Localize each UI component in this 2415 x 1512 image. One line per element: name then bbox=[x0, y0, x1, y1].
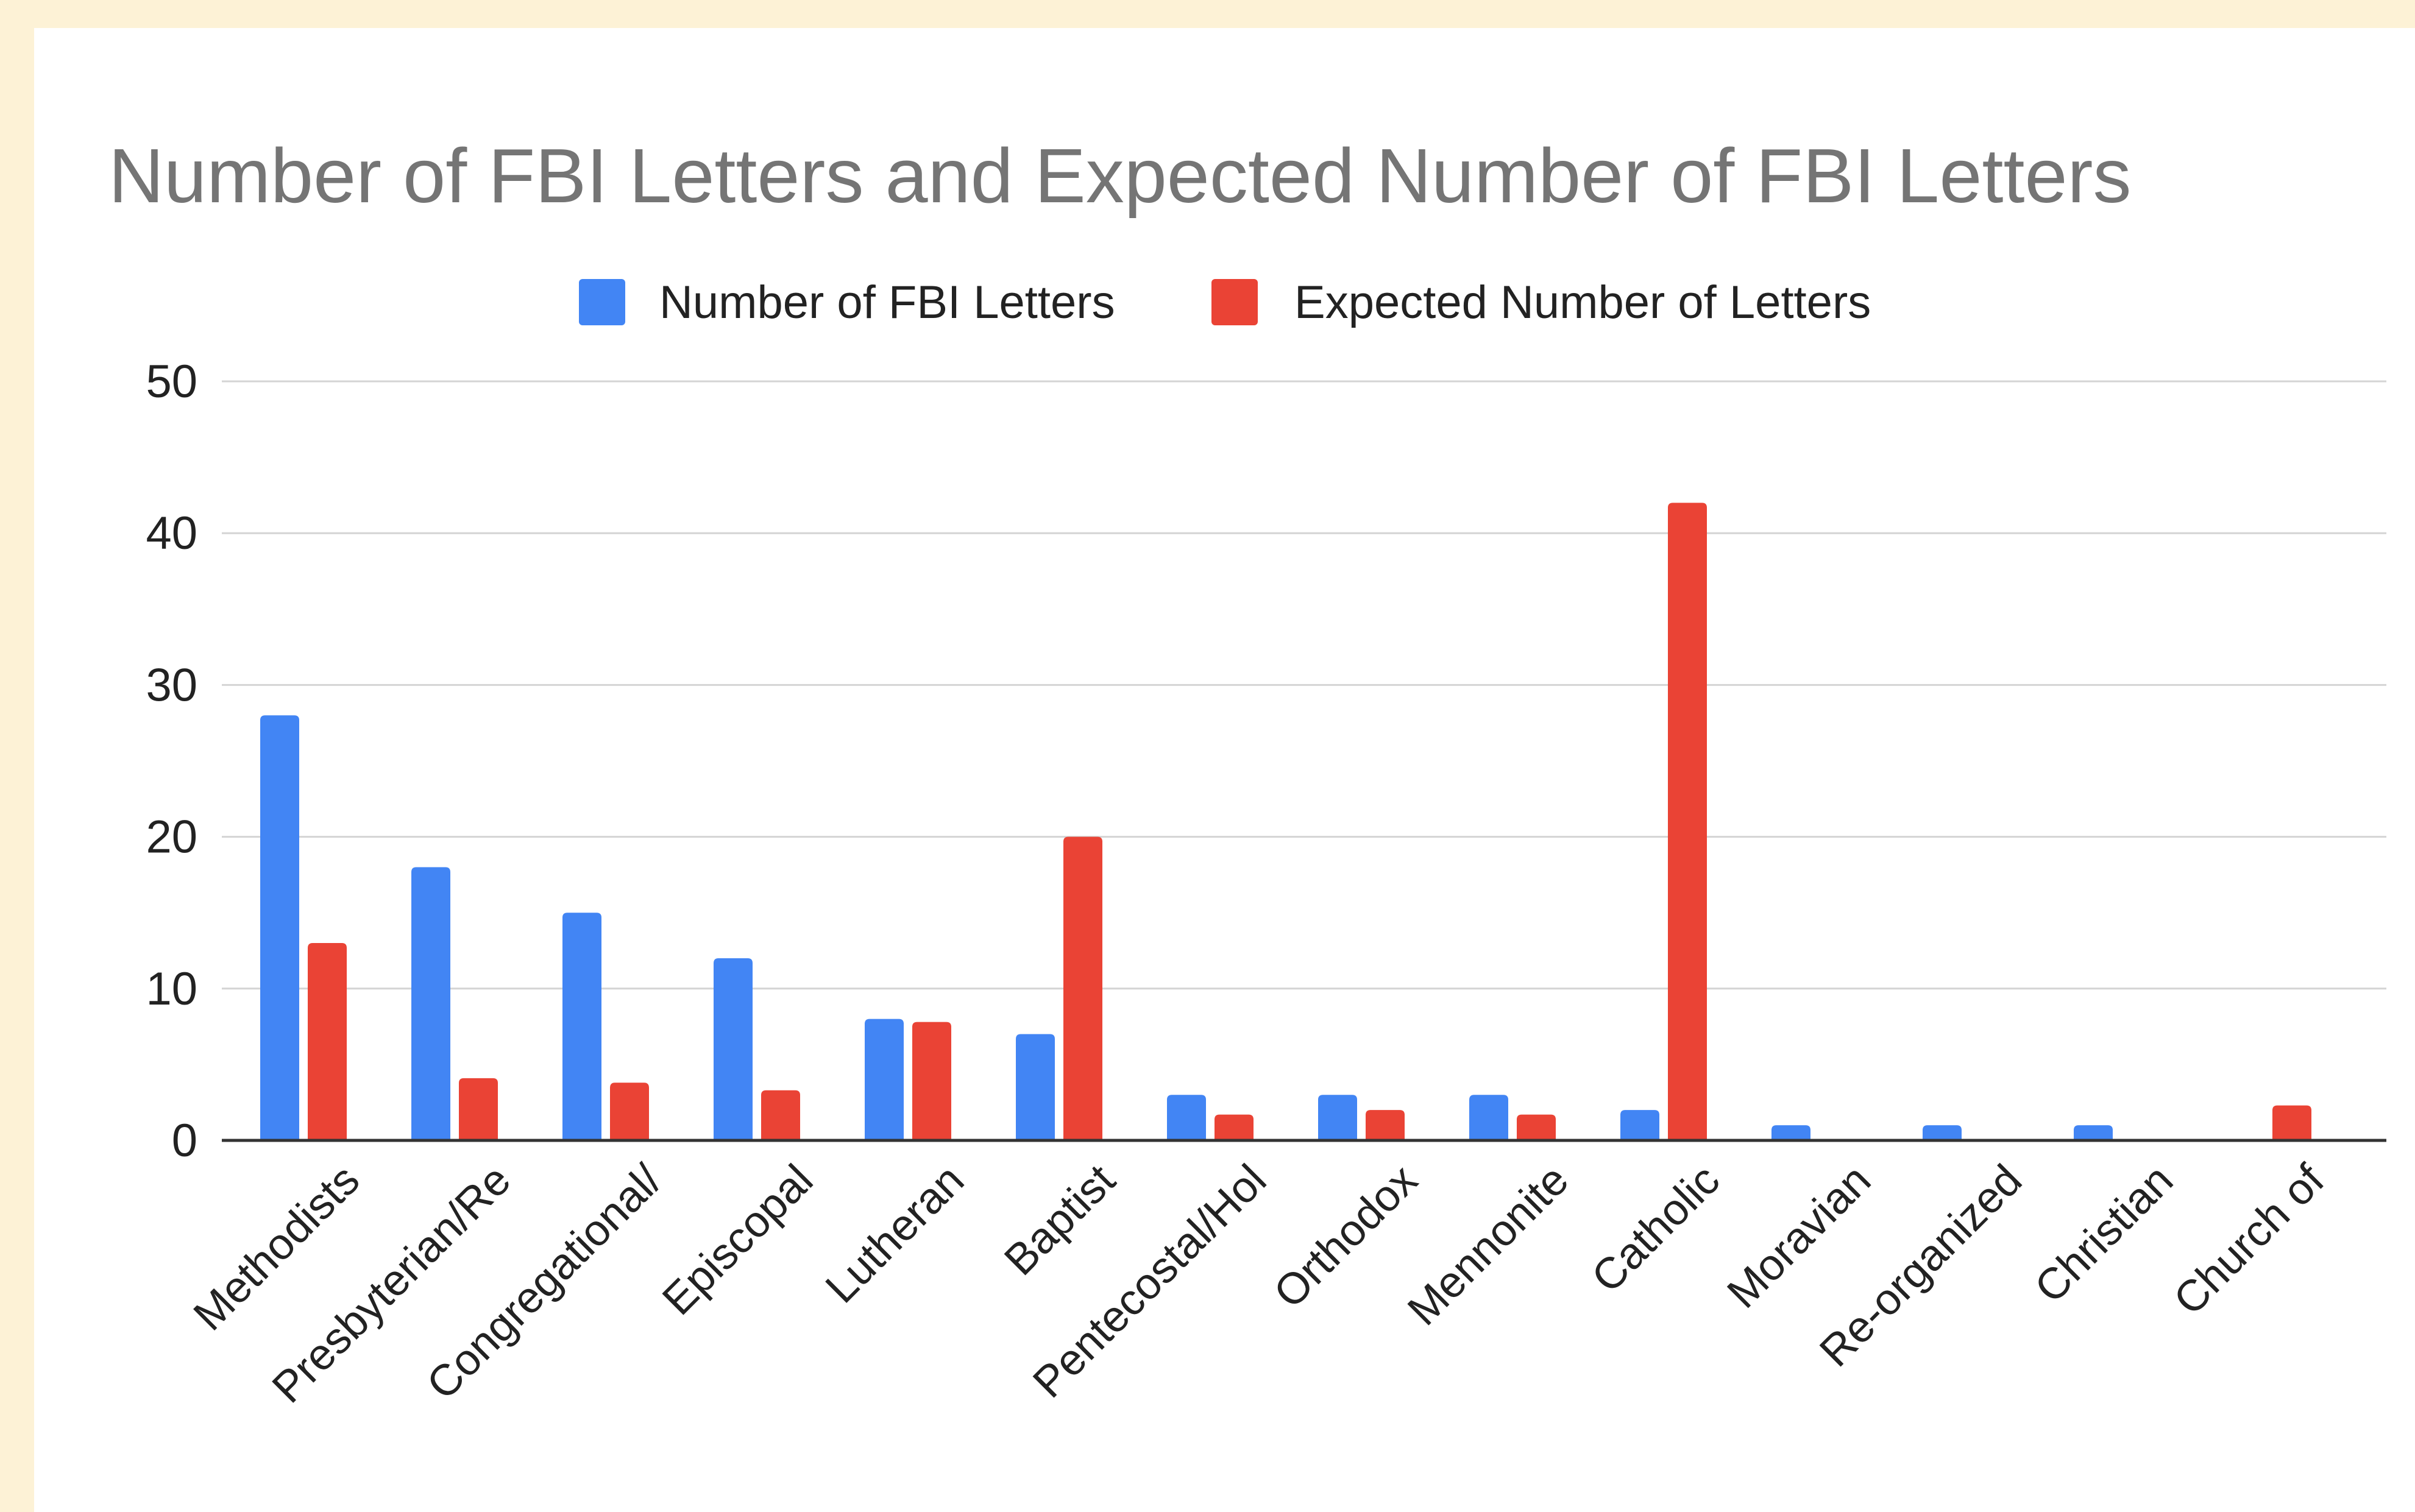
bar-expected-number-of-letters-baptist bbox=[1063, 836, 1102, 1140]
x-tick-label-christian: Christian bbox=[2026, 1156, 2182, 1312]
bar-number-of-fbi-letters-presbyterian-re bbox=[411, 867, 450, 1140]
bar-expected-number-of-letters-lutheran bbox=[912, 1022, 951, 1140]
y-axis-ticks: 0 10 20 30 40 50 bbox=[146, 356, 197, 1167]
legend-swatch-number-of-fbi-letters bbox=[579, 279, 625, 325]
bar-number-of-fbi-letters-episcopal bbox=[714, 958, 753, 1140]
bar-number-of-fbi-letters-methodists bbox=[260, 715, 299, 1140]
x-tick-label-moravian: Moravian bbox=[1718, 1156, 1880, 1318]
bar-number-of-fbi-letters-baptist bbox=[1016, 1034, 1055, 1140]
bar-expected-number-of-letters-catholic bbox=[1668, 503, 1707, 1140]
bar-number-of-fbi-letters-mennonite bbox=[1469, 1095, 1508, 1140]
bar-number-of-fbi-letters-congregational bbox=[562, 913, 601, 1140]
y-tick-label-30: 30 bbox=[146, 659, 197, 711]
bar-expected-number-of-letters-methodists bbox=[308, 943, 347, 1140]
legend-label-number-of-fbi-letters: Number of FBI Letters bbox=[659, 277, 1115, 328]
bar-expected-number-of-letters-congregational bbox=[610, 1083, 649, 1140]
bar-number-of-fbi-letters-moravian bbox=[1771, 1125, 1810, 1140]
bar-expected-number-of-letters-presbyterian-re bbox=[459, 1078, 498, 1140]
bar-expected-number-of-letters-pentecostal-hol bbox=[1215, 1114, 1254, 1140]
gridlines bbox=[222, 380, 2386, 990]
x-tick-label-baptist: Baptist bbox=[995, 1156, 1124, 1285]
bar-number-of-fbi-letters-christian bbox=[2074, 1125, 2113, 1140]
chart-title: Number of FBI Letters and Expected Numbe… bbox=[108, 133, 2132, 219]
x-tick-label-church-of: Church of bbox=[2165, 1155, 2334, 1324]
legend: Number of FBI Letters Expected Number of… bbox=[579, 277, 1871, 328]
y-tick-label-40: 40 bbox=[146, 507, 197, 559]
bars bbox=[260, 503, 2311, 1140]
x-axis-ticks: MethodistsPresbyterian/ReCongregational/… bbox=[185, 1155, 2334, 1412]
legend-label-expected-number-of-letters: Expected Number of Letters bbox=[1294, 277, 1871, 328]
bar-expected-number-of-letters-episcopal bbox=[761, 1090, 800, 1140]
y-tick-label-20: 20 bbox=[146, 811, 197, 863]
bar-number-of-fbi-letters-lutheran bbox=[865, 1019, 904, 1140]
y-tick-label-0: 0 bbox=[172, 1115, 197, 1167]
legend-swatch-expected-number-of-letters bbox=[1211, 279, 1258, 325]
bar-number-of-fbi-letters-pentecostal-hol bbox=[1167, 1095, 1206, 1140]
y-tick-label-10: 10 bbox=[146, 963, 197, 1015]
bar-number-of-fbi-letters-catholic bbox=[1620, 1110, 1659, 1140]
x-tick-label-mennonite: Mennonite bbox=[1399, 1156, 1578, 1335]
chart-card: Number of FBI Letters and Expected Numbe… bbox=[34, 28, 2415, 1512]
x-tick-label-episcopal: Episcopal bbox=[653, 1156, 822, 1324]
bar-expected-number-of-letters-mennonite bbox=[1517, 1114, 1556, 1140]
x-tick-label-catholic: Catholic bbox=[1583, 1156, 1729, 1302]
x-tick-label-orthodox: Orthodox bbox=[1264, 1156, 1427, 1318]
bar-number-of-fbi-letters-re-organized bbox=[1923, 1125, 1962, 1140]
y-tick-label-50: 50 bbox=[146, 356, 197, 408]
bar-chart: Number of FBI Letters and Expected Numbe… bbox=[108, 133, 2386, 1412]
bar-expected-number-of-letters-church-of bbox=[2272, 1105, 2311, 1140]
bar-number-of-fbi-letters-orthodox bbox=[1318, 1095, 1357, 1140]
bar-expected-number-of-letters-orthodox bbox=[1366, 1110, 1405, 1140]
x-tick-label-lutheran: Lutheran bbox=[817, 1156, 974, 1313]
